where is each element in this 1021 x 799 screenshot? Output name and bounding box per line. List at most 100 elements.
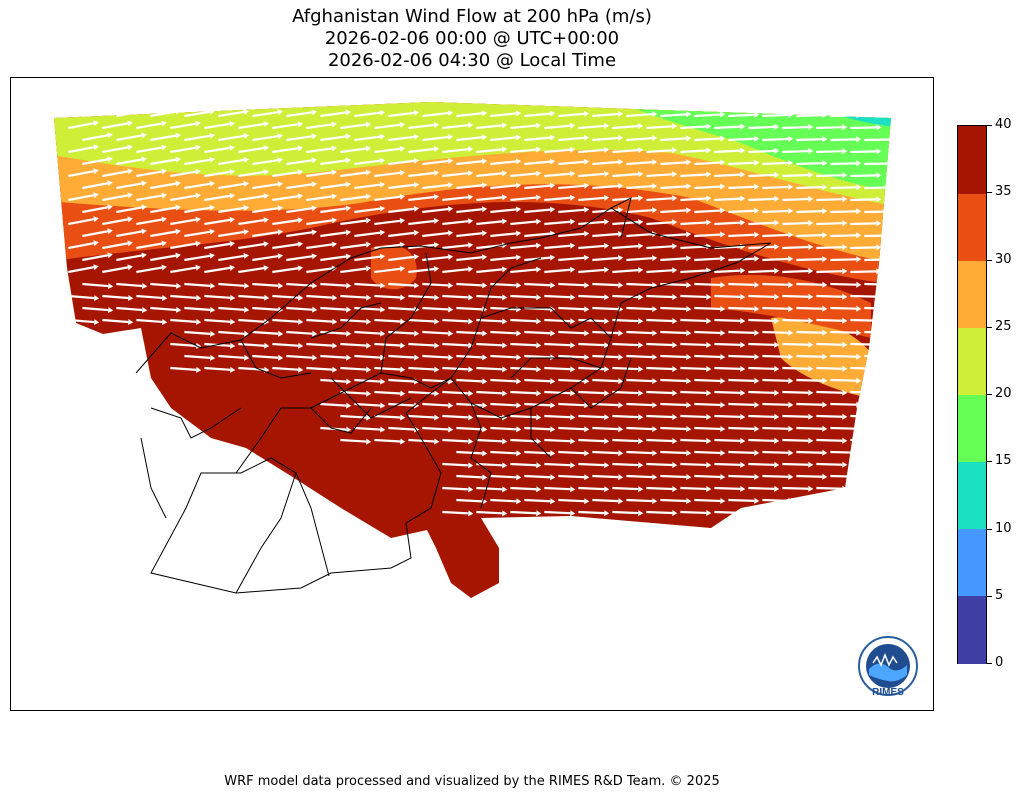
- wind-vector-head: [570, 462, 576, 469]
- wind-vector-head: [141, 132, 147, 139]
- wind-vector: [578, 438, 605, 443]
- wind-vector-head: [842, 317, 848, 324]
- wind-vector: [694, 209, 721, 214]
- wind-vector: [442, 172, 469, 178]
- wind-vector: [830, 114, 857, 118]
- wind-vector-head: [263, 265, 269, 272]
- wind-vector-head: [345, 133, 352, 140]
- wind-vector-head: [890, 329, 896, 336]
- wind-vector: [762, 233, 789, 238]
- wind-vector: [442, 148, 469, 154]
- wind-vector: [102, 294, 129, 300]
- wind-vector-head: [312, 306, 318, 313]
- wind-vector: [442, 268, 469, 274]
- wind-vector: [626, 354, 653, 359]
- wind-vector: [354, 330, 381, 335]
- wind-vector-head: [141, 204, 147, 211]
- wind-vector-head: [808, 268, 814, 275]
- wind-vector-head: [346, 378, 352, 385]
- wind-vector-head: [570, 438, 576, 445]
- wind-vector: [748, 221, 775, 226]
- wind-vector-head: [618, 207, 624, 213]
- wind-vector: [136, 294, 163, 300]
- wind-vector-head: [638, 267, 644, 274]
- wind-vector-head: [209, 228, 215, 235]
- wind-vector-head: [706, 171, 712, 178]
- wind-vector-head: [550, 450, 556, 457]
- wind-vector-head: [890, 425, 896, 432]
- wind-vector: [252, 231, 279, 238]
- wind-vector: [748, 438, 775, 442]
- wind-vector: [68, 294, 95, 300]
- title-line-2: 2026-02-06 00:00 @ UTC+00:00: [324, 28, 620, 49]
- wind-vector-head: [618, 231, 624, 237]
- wind-vector: [204, 266, 231, 274]
- wind-vector-head: [822, 353, 828, 360]
- wind-vector: [714, 318, 741, 323]
- wind-vector-head: [672, 171, 678, 178]
- wind-vector: [714, 269, 741, 274]
- wind-vector-head: [481, 182, 488, 189]
- wind-vector: [626, 113, 653, 118]
- wind-vector: [102, 318, 129, 324]
- wind-vector: [796, 186, 823, 190]
- wind-vector: [510, 196, 537, 202]
- wind-vector-head: [434, 318, 440, 325]
- wind-vector: [306, 147, 333, 154]
- wind-vector: [626, 137, 653, 142]
- wind-vector: [82, 306, 109, 312]
- wind-vector: [510, 486, 537, 491]
- wind-vector-head: [686, 450, 692, 456]
- wind-vector-head: [788, 135, 794, 142]
- wind-vector-head: [176, 282, 182, 289]
- wind-vector-head: [890, 305, 896, 312]
- wind-vector-head: [536, 294, 542, 301]
- wind-vector-head: [502, 342, 508, 349]
- wind-vector-head: [229, 216, 235, 223]
- map-panel: RIMES: [10, 77, 934, 711]
- wind-vector: [476, 268, 503, 274]
- colorbar-tick: [987, 192, 992, 194]
- wind-vector-head: [196, 294, 202, 301]
- wind-vector: [558, 354, 585, 359]
- wind-vector: [714, 197, 741, 202]
- wind-vector: [320, 159, 347, 166]
- colorbar-tick-label: 20: [995, 386, 1012, 401]
- wind-vector: [238, 122, 265, 130]
- wind-vector: [592, 426, 619, 431]
- wind-vector: [422, 402, 449, 407]
- wind-vector-head: [583, 254, 590, 261]
- wind-vector-head: [638, 219, 644, 226]
- wind-vector-head: [638, 462, 644, 469]
- wind-vector-head: [720, 305, 726, 312]
- wind-vector-head: [604, 486, 610, 493]
- wind-vector: [238, 146, 265, 154]
- wind-vector-head: [413, 253, 420, 260]
- colorbar-tick: [987, 461, 992, 463]
- wind-vector: [218, 110, 245, 118]
- wind-vector: [320, 135, 347, 142]
- wind-vector-head: [706, 437, 712, 444]
- wind-vector: [592, 232, 619, 238]
- wind-vector-head: [706, 267, 712, 274]
- wind-vector-head: [672, 510, 678, 517]
- wind-vector-head: [808, 437, 814, 444]
- wind-vector-head: [774, 123, 780, 130]
- wind-vector: [544, 486, 571, 491]
- wind-vector-head: [876, 317, 882, 324]
- wind-vector-head: [447, 206, 454, 213]
- wind-vector-head: [502, 390, 508, 397]
- wind-vector: [524, 330, 551, 335]
- wind-vector-head: [210, 306, 216, 313]
- wind-vector-head: [686, 231, 692, 238]
- wind-vector: [116, 282, 143, 288]
- wind-vector: [694, 257, 721, 262]
- wind-vector-head: [856, 208, 862, 215]
- wind-vector-head: [400, 414, 406, 421]
- wind-vector-head: [209, 108, 215, 115]
- wind-vector: [170, 122, 197, 130]
- title-line-1: Afghanistan Wind Flow at 200 hPa (m/s): [292, 6, 652, 27]
- colorbar-tick: [987, 394, 992, 395]
- wind-vector: [456, 112, 483, 118]
- wind-vector-head: [196, 342, 202, 349]
